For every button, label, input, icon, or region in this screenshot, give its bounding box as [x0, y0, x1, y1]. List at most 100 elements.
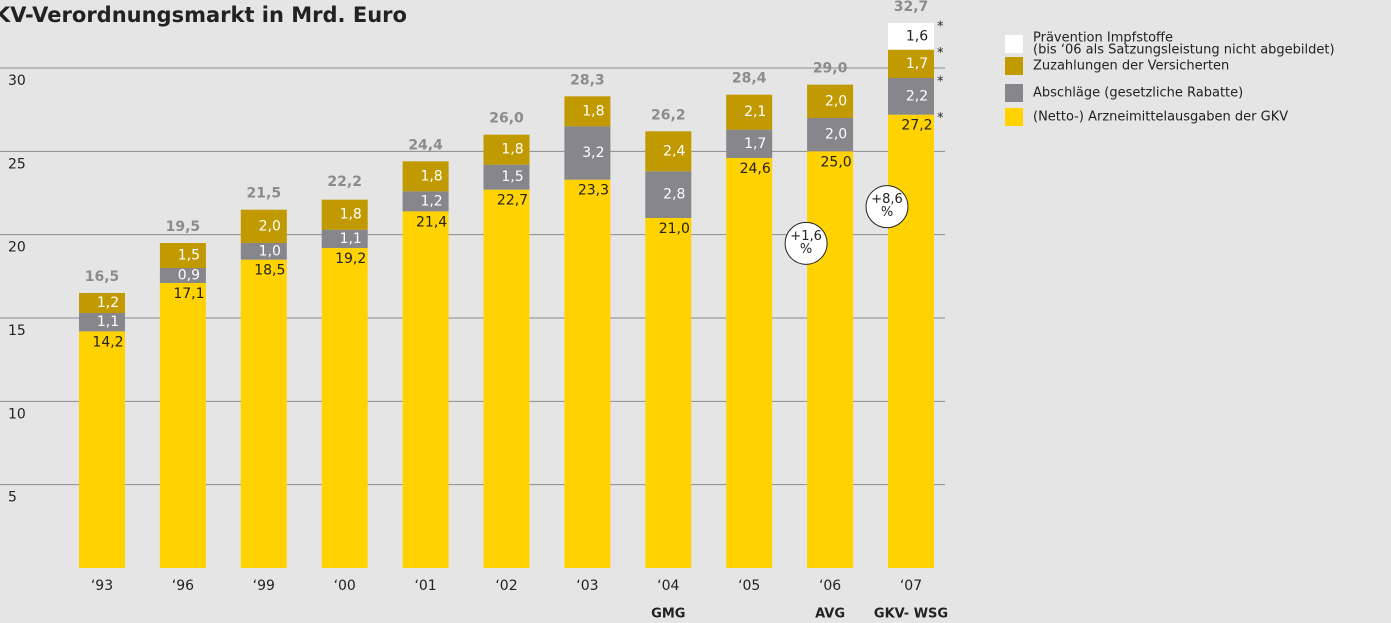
x-tick-label: ‘03 [576, 578, 598, 594]
value-label: 27,2 [901, 118, 932, 134]
bar-segment [240, 209, 287, 243]
value-label: 24,6 [740, 161, 771, 177]
footnote-marker: * [942, 0, 948, 5]
bar-segment [402, 211, 449, 569]
total-label: 16,5 [85, 269, 120, 285]
legend-swatch [1005, 108, 1023, 126]
bar-segment [807, 84, 854, 118]
x-tick-label: ‘96 [172, 578, 194, 594]
value-label: 14,2 [92, 334, 123, 350]
value-label: 3,2 [582, 145, 604, 161]
bar-segment [564, 96, 611, 127]
value-label: 21,4 [416, 214, 447, 230]
x-tick-label: ‘01 [414, 578, 436, 594]
value-label: 1,8 [582, 103, 604, 119]
value-label: 1,1 [340, 231, 362, 247]
bar-segment [645, 218, 692, 568]
bar-segment [564, 179, 611, 568]
law-label: GKV- WSG [874, 607, 948, 622]
growth-note: +8,6 [871, 192, 903, 207]
value-label: 1,7 [906, 56, 928, 72]
bar-segment [807, 118, 854, 152]
total-label: 32,7 [894, 0, 929, 15]
total-label: 22,2 [327, 174, 362, 190]
value-label: 23,3 [578, 183, 609, 199]
bar-segment [483, 164, 530, 190]
x-tick-label: ‘06 [819, 578, 841, 594]
value-label: 1,8 [501, 142, 523, 158]
x-tick-label: ‘04 [657, 578, 679, 594]
bar-segment [483, 189, 530, 568]
value-label: 2,0 [825, 93, 847, 109]
value-label: 1,5 [501, 169, 523, 185]
growth-badge [784, 221, 828, 265]
y-tick-label: 15 [8, 323, 26, 339]
bar-segment [888, 114, 934, 569]
value-label: 1,7 [744, 136, 766, 152]
bar-segment [807, 151, 854, 569]
value-label: 1,0 [259, 243, 281, 259]
value-label: 2,0 [259, 218, 281, 234]
x-tick-label: ‘07 [900, 578, 922, 594]
value-label: 1,6 [906, 28, 928, 44]
bar-segment [321, 248, 368, 568]
value-label: 2,4 [663, 143, 685, 159]
bar-segment [321, 229, 368, 248]
value-label: 1,2 [420, 193, 442, 209]
value-label: 2,0 [825, 127, 847, 143]
law-label: AVG [815, 607, 845, 622]
footnote-marker: * [937, 20, 944, 35]
y-tick-label: 20 [8, 240, 26, 256]
bar-segment [564, 126, 611, 180]
bar-segment [888, 23, 934, 50]
bar-segment [402, 161, 449, 192]
bar-segment [240, 243, 287, 260]
x-tick-label: ‘93 [91, 578, 113, 594]
value-label: 19,2 [335, 251, 366, 267]
value-label: 1,8 [420, 168, 442, 184]
legend-note: (bis ‘06 als Satzungsleistung nicht abge… [1033, 43, 1335, 58]
total-label: 28,4 [732, 71, 767, 87]
legend-swatch [1005, 35, 1023, 53]
legend-label: Zuzahlungen der Versicherten [1033, 59, 1229, 74]
total-label: 28,3 [570, 72, 605, 88]
x-tick-label: ‘05 [738, 578, 760, 594]
chart-title: KV-Verordnungsmarkt in Mrd. Euro [0, 3, 407, 27]
value-label: 2,1 [744, 104, 766, 120]
y-tick-label: 25 [8, 156, 26, 172]
legend-label: Abschläge (gesetzliche Rabatte) [1033, 86, 1243, 101]
total-label: 29,0 [813, 61, 848, 77]
bar-segment [645, 171, 692, 218]
footnote-marker: * [937, 75, 944, 90]
total-label: 19,5 [166, 219, 201, 235]
bar-segment [321, 199, 368, 230]
value-label: 22,7 [497, 193, 528, 209]
value-label: 21,0 [659, 221, 690, 237]
bar-segment [888, 49, 934, 78]
value-label: 1,8 [340, 207, 362, 223]
bar-segment [645, 131, 692, 172]
growth-note: % [800, 242, 812, 257]
legend-label: (Netto-) Arzneimittelausgaben der GKV [1033, 110, 1288, 125]
bar-segment [79, 313, 125, 332]
value-label: 1,2 [97, 295, 119, 311]
value-label: 17,1 [173, 286, 204, 302]
growth-note: % [881, 205, 893, 220]
value-label: 18,5 [254, 263, 285, 279]
bar-segment [483, 134, 530, 165]
legend-label: Prävention Impfstoffe [1033, 31, 1173, 46]
value-label: 2,2 [906, 88, 928, 104]
value-label: 1,5 [178, 248, 200, 264]
bar-segment [726, 94, 773, 130]
value-label: 1,1 [97, 314, 119, 330]
total-label: 21,5 [247, 186, 282, 202]
growth-note: +1,6 [790, 229, 822, 244]
bar-segment [159, 243, 206, 268]
law-label: GMG [651, 607, 685, 622]
x-tick-label: ‘02 [495, 578, 517, 594]
growth-badge [865, 185, 909, 229]
y-tick-label: 10 [8, 406, 26, 422]
legend-swatch [1005, 57, 1023, 75]
bar-segment [79, 331, 125, 568]
bar-segment [159, 268, 206, 283]
